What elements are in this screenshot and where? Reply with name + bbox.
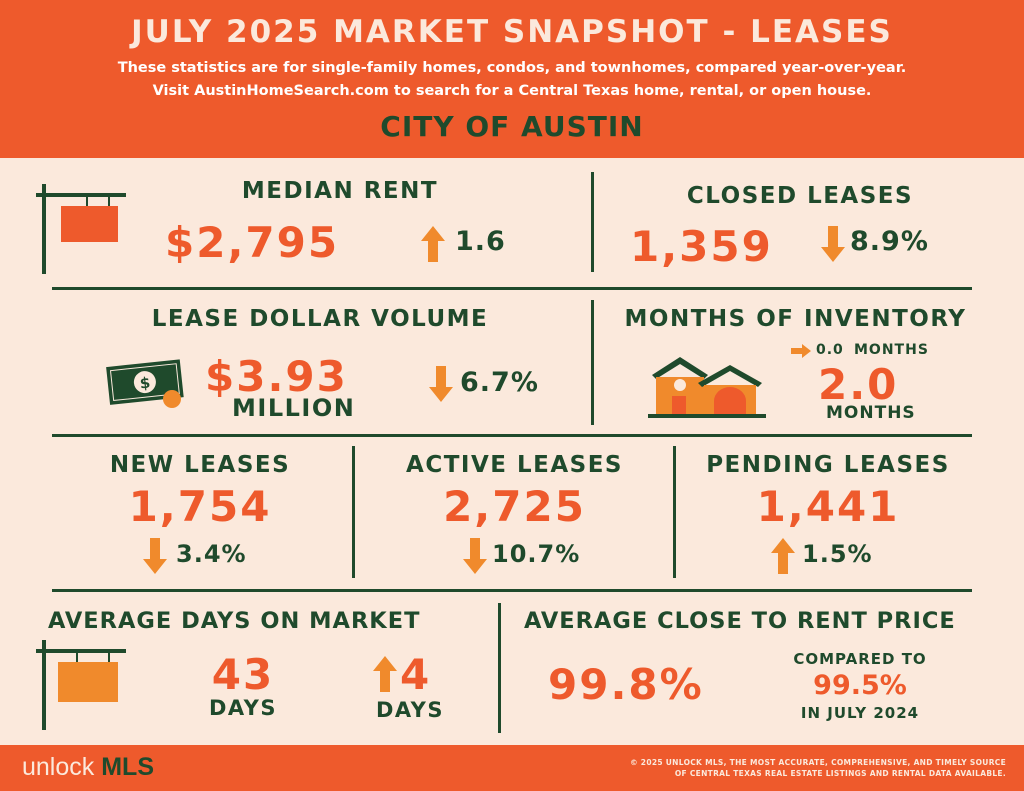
new-leases-value: 1,754 — [128, 482, 272, 531]
copyright-text: © 2025 UNLOCK MLS, THE MOST ACCURATE, CO… — [566, 757, 1006, 779]
house-icon — [648, 357, 766, 418]
pending-leases-label: PENDING LEASES — [706, 452, 950, 478]
pending-leases-value: 1,441 — [756, 482, 900, 531]
arrow-down-icon — [463, 538, 487, 574]
logo-text-unlock: unlock — [22, 753, 102, 781]
avg-close-to-rent-value: 99.8% — [548, 660, 704, 709]
divider — [52, 287, 972, 290]
months-of-inventory-value: 2.0 — [818, 360, 899, 409]
divider — [673, 446, 676, 578]
closed-leases-label: CLOSED LEASES — [686, 183, 914, 209]
months-of-inventory-change: 0.0 — [816, 342, 844, 358]
logo-text-mls: MLS — [101, 753, 154, 781]
months-of-inventory-label: MONTHS OF INVENTORY — [624, 306, 967, 332]
money-bill-icon: $ — [106, 359, 184, 408]
avg-days-on-market-label: AVERAGE DAYS ON MARKET — [48, 608, 421, 634]
svg-text:$: $ — [139, 374, 151, 393]
months-of-inventory-change-unit: MONTHS — [854, 342, 929, 358]
copyright-line-1: © 2025 UNLOCK MLS, THE MOST ACCURATE, CO… — [630, 758, 1006, 767]
compared-value: 99.5% — [813, 670, 907, 701]
lease-dollar-volume-change: 6.7% — [460, 367, 539, 398]
new-leases-change: 3.4% — [176, 540, 247, 568]
new-leases-label: NEW LEASES — [109, 452, 291, 478]
divider — [52, 434, 972, 437]
arrow-right-icon — [791, 344, 811, 358]
closed-leases-change: 8.9% — [850, 226, 929, 257]
closed-leases-value: 1,359 — [630, 222, 773, 271]
avg-days-on-market-change: 4 — [400, 650, 432, 699]
pending-leases-change: 1.5% — [802, 540, 873, 568]
city-name: CITY OF AUSTIN — [380, 110, 644, 143]
divider — [591, 300, 594, 425]
header-banner: JULY 2025 MARKET SNAPSHOT - LEASES These… — [0, 0, 1024, 158]
subtitle-line-1: These statistics are for single-family h… — [117, 60, 907, 76]
months-of-inventory-unit: MONTHS — [826, 403, 916, 423]
median-rent-label: MEDIAN RENT — [241, 178, 439, 204]
page-title: JULY 2025 MARKET SNAPSHOT - LEASES — [131, 14, 893, 50]
active-leases-label: ACTIVE LEASES — [406, 452, 623, 478]
footer-banner: unlock MLS © 2025 UNLOCK MLS, THE MOST A… — [0, 745, 1024, 791]
divider — [352, 446, 355, 578]
active-leases-change: 10.7% — [492, 540, 581, 568]
arrow-down-icon — [143, 538, 167, 574]
copyright-line-2: OF CENTRAL TEXAS REAL ESTATE LISTINGS AN… — [674, 769, 1006, 778]
arrow-down-icon — [429, 366, 453, 402]
lease-dollar-volume-unit: MILLION — [232, 394, 356, 422]
lease-dollar-volume-value: $3.93 — [205, 352, 348, 401]
compared-to-label: COMPARED TO — [793, 650, 927, 668]
subtitle-line-2: Visit AustinHomeSearch.com to search for… — [152, 83, 872, 99]
avg-close-to-rent-label: AVERAGE CLOSE TO RENT PRICE — [524, 608, 956, 634]
unlock-mls-logo: unlock MLS — [22, 753, 154, 782]
avg-days-on-market-unit: DAYS — [208, 696, 277, 720]
arrow-down-icon — [821, 226, 845, 262]
divider — [498, 603, 501, 733]
divider — [52, 589, 972, 592]
avg-days-on-market-change-unit: DAYS — [376, 698, 445, 722]
hanging-sign-icon — [36, 640, 126, 730]
avg-days-on-market-value: 43 — [211, 650, 275, 699]
lease-dollar-volume-label: LEASE DOLLAR VOLUME — [151, 306, 489, 332]
hanging-sign-icon — [36, 184, 126, 274]
arrow-up-icon — [373, 656, 397, 692]
active-leases-value: 2,725 — [443, 482, 586, 531]
arrow-up-icon — [421, 226, 445, 262]
divider — [591, 172, 594, 272]
median-rent-value: $2,795 — [165, 218, 340, 267]
median-rent-change: 1.6 — [455, 226, 506, 257]
compared-period: IN JULY 2024 — [800, 704, 920, 722]
arrow-up-icon — [771, 538, 795, 574]
